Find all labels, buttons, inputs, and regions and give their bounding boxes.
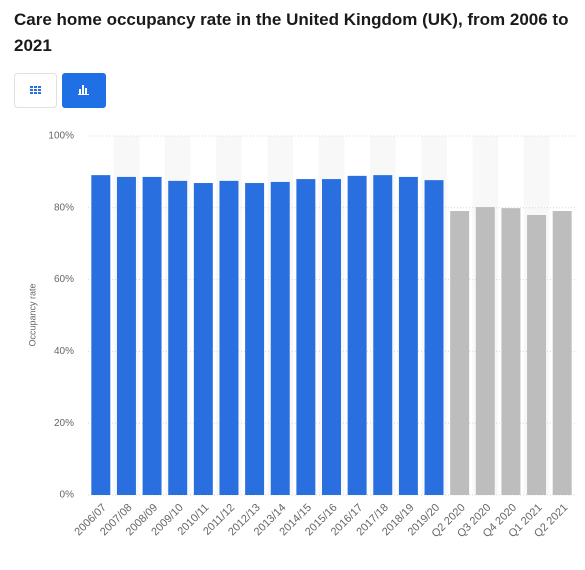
y-tick-label: 20% — [54, 418, 74, 429]
y-tick-label: 0% — [60, 490, 75, 501]
bar — [398, 176, 418, 495]
bar — [552, 211, 572, 495]
bar — [142, 176, 162, 495]
y-tick-label: 40% — [54, 346, 74, 357]
chart-title: Care home occupancy rate in the United K… — [14, 10, 569, 55]
bar — [245, 183, 265, 496]
bar — [450, 211, 470, 495]
y-tick-label: 100% — [48, 131, 74, 142]
bar — [270, 181, 290, 495]
y-axis-label: Occupancy rate — [27, 283, 37, 346]
y-tick-label: 80% — [54, 202, 74, 213]
bar — [219, 180, 239, 495]
bar — [296, 179, 316, 495]
bar — [91, 175, 111, 496]
bar — [501, 208, 521, 495]
bar — [347, 175, 367, 495]
table-button[interactable] — [14, 73, 57, 108]
bar — [116, 176, 136, 495]
bar — [475, 207, 495, 495]
bar — [168, 180, 188, 495]
bar — [322, 179, 341, 495]
bar — [424, 180, 444, 496]
chart-button[interactable] — [62, 73, 106, 108]
y-tick-label: 60% — [54, 274, 74, 285]
bar — [373, 175, 393, 496]
bar — [527, 214, 547, 496]
bar — [193, 183, 213, 496]
